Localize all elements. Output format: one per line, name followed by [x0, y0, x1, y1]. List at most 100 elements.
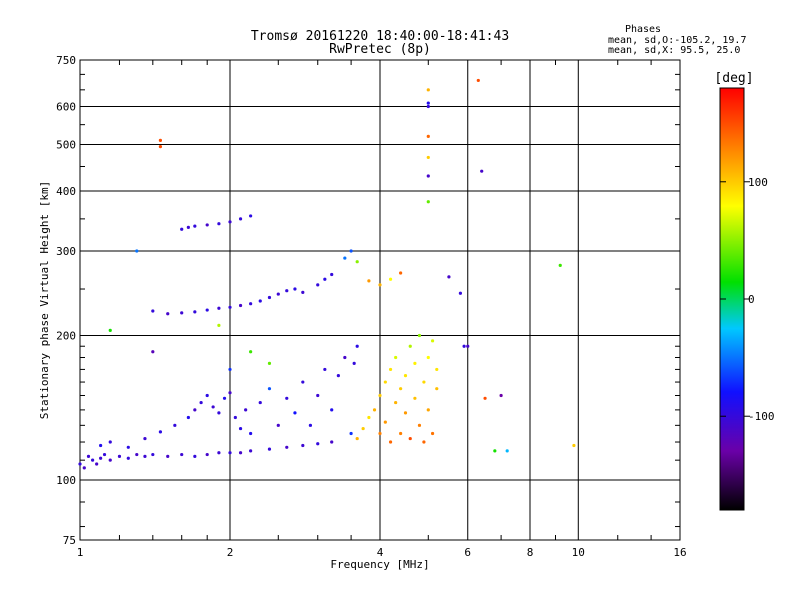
- x-tick-label: 10: [572, 546, 585, 559]
- data-point: [316, 393, 320, 398]
- data-point: [205, 223, 209, 227]
- data-point: [323, 367, 327, 372]
- data-point: [422, 440, 426, 444]
- data-point: [199, 400, 203, 405]
- data-point: [323, 277, 327, 281]
- data-point: [217, 222, 221, 226]
- data-point: [238, 303, 243, 308]
- data-point: [355, 436, 359, 441]
- data-point: [249, 350, 253, 354]
- data-point: [233, 415, 237, 420]
- data-point: [151, 452, 155, 457]
- data-point: [193, 310, 197, 314]
- data-point: [258, 400, 262, 405]
- data-point: [228, 391, 232, 395]
- data-point: [143, 436, 147, 441]
- data-point: [403, 411, 408, 415]
- data-point: [458, 291, 463, 295]
- data-point: [158, 145, 163, 149]
- data-point: [388, 440, 393, 444]
- data-point: [426, 88, 430, 92]
- data-point: [361, 426, 365, 431]
- data-point: [462, 344, 466, 348]
- data-point: [352, 361, 356, 365]
- data-point: [102, 452, 107, 457]
- data-point: [267, 387, 272, 391]
- data-point: [238, 451, 243, 455]
- data-point: [108, 328, 112, 332]
- data-point: [301, 443, 305, 448]
- colorbar-tick-label: 100: [748, 176, 768, 189]
- data-point: [91, 458, 95, 462]
- data-point: [217, 306, 221, 310]
- data-point: [422, 380, 426, 384]
- stats-line-x: mean, sd,X: 95.5, 25.0: [608, 45, 740, 56]
- data-point: [267, 361, 272, 365]
- data-point: [378, 393, 382, 398]
- x-axis-label: Frequency [MHz]: [330, 558, 429, 571]
- data-point: [186, 225, 190, 229]
- data-point: [276, 292, 280, 296]
- x-tick-label: 8: [527, 546, 534, 559]
- data-point: [336, 374, 340, 378]
- plot-frame: [79, 59, 681, 541]
- data-point: [228, 305, 232, 309]
- data-point: [82, 466, 86, 470]
- data-point: [383, 420, 387, 424]
- y-tick-label: 400: [56, 185, 76, 198]
- data-point: [249, 431, 253, 436]
- data-point: [388, 367, 393, 372]
- data-point: [78, 462, 82, 466]
- data-point: [426, 408, 430, 412]
- data-point: [435, 367, 439, 372]
- data-point: [413, 361, 417, 365]
- data-point: [480, 169, 484, 173]
- data-point: [447, 275, 451, 279]
- data-point: [301, 380, 305, 384]
- data-point: [493, 449, 497, 453]
- data-point: [383, 380, 387, 384]
- data-point: [285, 289, 289, 293]
- data-point: [158, 138, 163, 142]
- data-point: [180, 227, 184, 231]
- data-point: [193, 454, 197, 459]
- plot-grid: [80, 60, 680, 540]
- data-point: [143, 454, 147, 459]
- data-point: [435, 387, 439, 391]
- stats-heading: Phases: [625, 24, 661, 35]
- colorbar-tick-label: -100: [748, 410, 775, 423]
- data-point: [403, 374, 408, 378]
- x-tick-label: 2: [227, 546, 234, 559]
- data-point: [228, 451, 232, 455]
- data-point: [330, 272, 334, 277]
- data-point: [378, 283, 382, 287]
- x-tick-label: 4: [377, 546, 384, 559]
- data-point: [367, 279, 371, 283]
- data-point: [426, 174, 430, 178]
- data-point: [158, 430, 163, 434]
- data-point: [499, 393, 503, 398]
- data-point: [285, 445, 289, 449]
- data-point: [408, 344, 412, 348]
- data-point: [426, 134, 430, 138]
- data-point: [166, 312, 170, 316]
- data-point: [349, 249, 353, 253]
- data-point: [330, 440, 334, 444]
- data-point: [193, 408, 197, 412]
- data-point: [316, 442, 320, 446]
- colorbar-ticks: 100 0 -100: [720, 176, 775, 423]
- data-point: [466, 344, 470, 348]
- data-point: [222, 396, 227, 400]
- axis-ticks: 1 2 4 6 8 10 16 75 100 200 300 400 500 600 750: [56, 54, 687, 559]
- data-point: [367, 415, 371, 420]
- data-point: [408, 436, 412, 441]
- data-point: [572, 443, 576, 448]
- data-point: [426, 355, 430, 360]
- data-point: [293, 411, 297, 415]
- y-axis-label: Stationary phase Virtual Height [km]: [38, 181, 51, 419]
- data-point: [217, 411, 221, 415]
- data-point: [476, 78, 480, 83]
- data-point: [99, 456, 103, 460]
- colorbar-tick-label: 0: [748, 293, 755, 306]
- data-point: [276, 423, 280, 427]
